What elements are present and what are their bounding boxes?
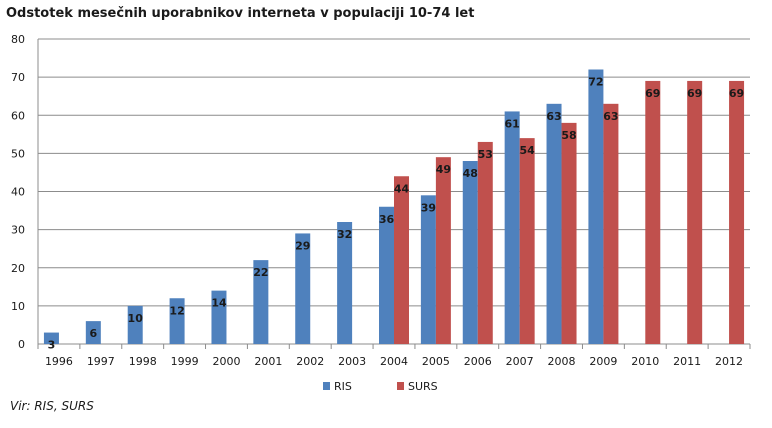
x-tick-label-2005: 2005 <box>422 355 450 368</box>
data-label-ris-2000: 14 <box>211 297 227 310</box>
bar-ris-2003 <box>337 222 353 344</box>
data-label-ris-2009: 72 <box>588 76 603 89</box>
y-tick-label: 60 <box>11 109 25 122</box>
bar-ris-2009 <box>588 69 604 344</box>
y-tick-label: 80 <box>11 33 25 46</box>
data-label-ris-1997: 6 <box>89 327 97 340</box>
data-label-ris-1998: 10 <box>128 312 144 325</box>
y-tick-label: 10 <box>11 300 25 313</box>
bar-ris-2006 <box>462 161 478 344</box>
y-tick-label: 20 <box>11 262 25 275</box>
bar-ris-1999 <box>169 298 185 344</box>
bar-ris-2008 <box>546 103 562 344</box>
bar-ris-2002 <box>295 233 311 344</box>
bar-surs-2004 <box>394 176 409 344</box>
data-label-surs-2011: 69 <box>687 87 702 100</box>
bar-surs-2012 <box>729 80 745 344</box>
x-tick-label-2009: 2009 <box>589 355 617 368</box>
x-tick-label-2002: 2002 <box>296 355 324 368</box>
y-tick-label: 70 <box>11 71 25 84</box>
bar-ris-2000 <box>211 290 227 344</box>
bar-surs-2008 <box>561 122 577 344</box>
bars <box>43 69 745 344</box>
bar-surs-2010 <box>645 80 661 344</box>
x-tick-label-1999: 1999 <box>171 355 199 368</box>
legend: RIS SURS <box>323 380 438 393</box>
bar-surs-2009 <box>603 103 619 344</box>
axes: 0 10 20 30 40 50 60 70 80 1996 1997 1998 1999 2000 200… <box>11 33 751 368</box>
x-tick-label-2000: 2000 <box>212 355 240 368</box>
data-label-ris-2007: 61 <box>504 117 519 130</box>
bar-ris-2001 <box>253 260 269 344</box>
x-tick-label-1997: 1997 <box>87 355 115 368</box>
data-label-ris-2008: 63 <box>546 110 561 123</box>
x-tick-label-2008: 2008 <box>548 355 576 368</box>
data-label-surs-2012: 69 <box>729 87 744 100</box>
data-label-surs-2006: 53 <box>478 148 493 161</box>
y-tick-label: 30 <box>11 224 25 237</box>
bar-surs-2005 <box>435 157 451 344</box>
chart-title: Odstotek mesečnih uporabnikov interneta … <box>6 6 475 21</box>
x-tick-label-2001: 2001 <box>254 355 282 368</box>
x-tick-label-2006: 2006 <box>464 355 492 368</box>
x-tick-label-2003: 2003 <box>338 355 366 368</box>
y-tick-label: 0 <box>18 338 25 351</box>
x-tick-label-2004: 2004 <box>380 355 408 368</box>
data-label-surs-2009: 63 <box>603 110 618 123</box>
data-label-surs-2008: 58 <box>561 129 576 142</box>
y-tick-label: 40 <box>11 186 25 199</box>
legend-swatch-surs <box>397 382 404 390</box>
bar-surs-2011 <box>687 80 703 344</box>
bar-surs-2007 <box>519 138 535 344</box>
data-label-surs-2007: 54 <box>519 144 535 157</box>
legend-swatch-ris <box>323 382 330 390</box>
data-label-ris-2002: 29 <box>295 239 310 252</box>
x-tick-label-1996: 1996 <box>45 355 73 368</box>
bar-ris-1996 <box>43 332 59 344</box>
data-label-ris-1999: 12 <box>169 304 184 317</box>
x-tick-label-2012: 2012 <box>715 355 743 368</box>
data-label-ris-2006: 48 <box>463 167 478 180</box>
data-label-ris-2005: 39 <box>421 201 436 214</box>
bar-ris-1998 <box>127 305 143 344</box>
x-tick-label-2010: 2010 <box>631 355 659 368</box>
x-tick-label-1998: 1998 <box>129 355 157 368</box>
data-label-ris-1996: 3 <box>48 339 56 352</box>
bar-surs-2006 <box>477 141 493 344</box>
data-label-surs-2005: 49 <box>436 163 451 176</box>
bar-ris-2005 <box>420 195 436 344</box>
source-note: Vir: RIS, SURS <box>10 399 94 413</box>
y-tick-label: 50 <box>11 147 25 160</box>
bar-ris-2007 <box>504 111 520 344</box>
data-label-ris-2004: 36 <box>379 213 395 226</box>
data-label-ris-2001: 22 <box>253 266 268 279</box>
data-label-ris-2003: 32 <box>337 228 352 241</box>
x-tick-label-2011: 2011 <box>673 355 701 368</box>
data-label-surs-2010: 69 <box>645 87 660 100</box>
legend-label-ris: RIS <box>334 380 352 393</box>
bar-ris-1997 <box>85 321 101 344</box>
bar-ris-2004 <box>379 206 394 344</box>
legend-label-surs: SURS <box>408 380 438 393</box>
data-label-surs-2004: 44 <box>394 182 410 195</box>
x-tick-label-2007: 2007 <box>506 355 534 368</box>
